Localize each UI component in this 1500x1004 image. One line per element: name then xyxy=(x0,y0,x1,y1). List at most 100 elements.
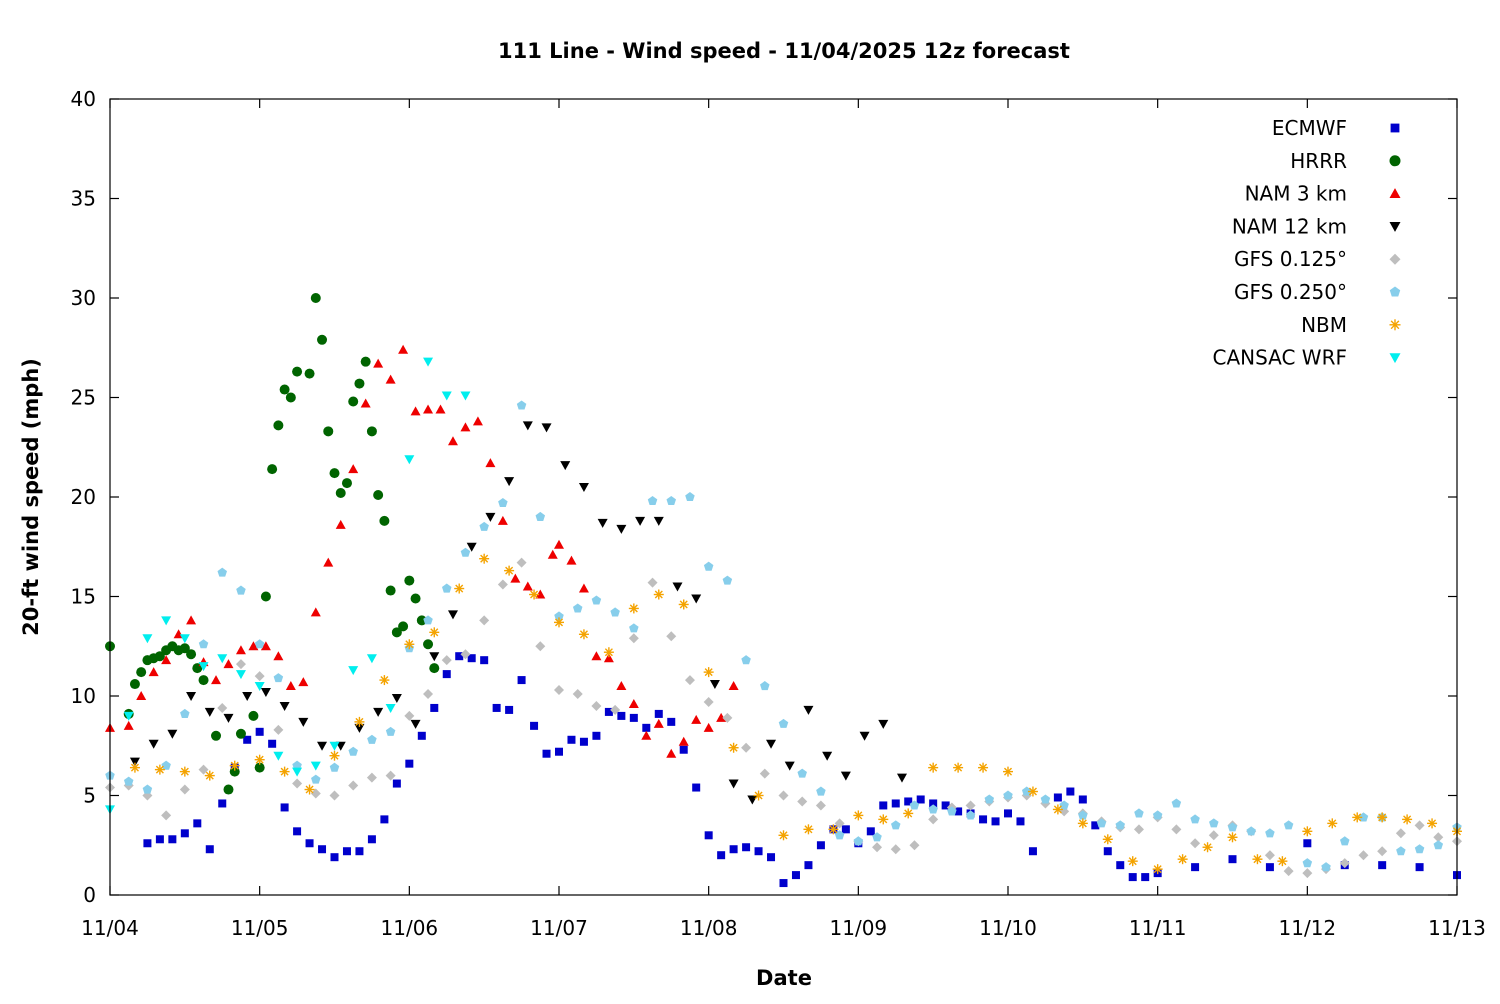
data-point xyxy=(653,589,664,600)
data-point xyxy=(211,675,222,685)
data-point xyxy=(859,731,870,741)
data-point xyxy=(410,406,421,416)
legend-label: GFS 0.250° xyxy=(1234,280,1347,304)
data-point xyxy=(1059,800,1069,810)
data-point xyxy=(666,495,677,506)
data-point xyxy=(535,589,546,599)
data-point xyxy=(235,645,246,655)
data-point xyxy=(223,659,234,669)
data-point xyxy=(148,739,159,749)
data-point xyxy=(642,723,651,732)
data-point xyxy=(404,639,415,650)
data-point xyxy=(890,844,901,855)
data-point xyxy=(479,521,489,531)
data-point xyxy=(555,747,563,756)
data-point xyxy=(1128,873,1137,882)
data-point xyxy=(572,689,583,700)
data-point xyxy=(298,677,309,687)
data-point xyxy=(1003,766,1013,777)
data-point xyxy=(691,594,702,604)
data-point xyxy=(815,800,826,811)
data-point xyxy=(728,779,739,789)
data-point xyxy=(142,634,153,644)
data-point xyxy=(779,879,788,888)
data-point xyxy=(380,815,389,824)
data-point xyxy=(530,721,539,730)
data-point xyxy=(279,766,290,777)
data-point xyxy=(692,783,701,792)
data-point xyxy=(123,776,134,786)
y-tick-label: 35 xyxy=(71,187,96,211)
data-point xyxy=(896,773,907,783)
data-point xyxy=(311,774,321,784)
data-point xyxy=(329,762,340,772)
data-point xyxy=(179,634,190,644)
data-point xyxy=(741,655,751,665)
data-point xyxy=(435,404,446,414)
data-point xyxy=(236,585,246,595)
data-point xyxy=(704,831,713,840)
data-point xyxy=(703,667,714,678)
data-point xyxy=(954,807,963,816)
legend-item: GFS 0.250° xyxy=(1234,280,1401,304)
data-point xyxy=(292,760,302,770)
data-point xyxy=(1202,842,1213,853)
data-point xyxy=(1133,824,1144,835)
legend-label: NAM 3 km xyxy=(1245,182,1347,206)
data-point xyxy=(329,468,340,479)
data-point xyxy=(479,553,490,564)
legend-marker xyxy=(1389,155,1401,167)
data-point xyxy=(722,712,733,723)
data-point xyxy=(767,853,776,862)
data-point xyxy=(797,796,808,807)
data-point xyxy=(148,667,159,677)
data-point xyxy=(872,832,882,842)
data-point xyxy=(591,700,602,711)
data-point xyxy=(398,344,409,354)
x-tick-label: 11/11 xyxy=(1129,916,1187,940)
data-point xyxy=(304,784,315,795)
data-point xyxy=(592,731,601,740)
data-point xyxy=(293,827,302,836)
data-point xyxy=(853,836,864,846)
data-point xyxy=(292,767,303,777)
data-point xyxy=(354,716,365,727)
data-point xyxy=(1352,812,1363,823)
data-point xyxy=(366,654,377,664)
data-point xyxy=(978,762,989,773)
data-point xyxy=(678,736,689,746)
data-point xyxy=(310,788,321,799)
legend-item: ECMWF xyxy=(1272,116,1400,140)
legend-label: ECMWF xyxy=(1272,116,1347,140)
data-point xyxy=(260,641,271,651)
data-point xyxy=(161,655,172,665)
data-point xyxy=(928,814,939,825)
series-nbm xyxy=(129,553,1462,875)
data-point xyxy=(391,693,402,703)
data-point xyxy=(417,731,426,740)
data-point xyxy=(741,742,752,753)
data-point xyxy=(355,847,364,856)
data-point xyxy=(186,692,197,701)
data-point xyxy=(136,691,147,700)
data-point xyxy=(429,652,440,662)
data-point xyxy=(505,705,514,714)
data-point xyxy=(578,483,589,493)
data-point xyxy=(1134,808,1144,818)
data-point xyxy=(1228,855,1237,864)
data-point xyxy=(703,696,714,707)
data-point xyxy=(279,384,290,395)
data-point xyxy=(447,436,458,446)
data-point xyxy=(729,845,738,854)
data-point xyxy=(1358,812,1369,822)
x-tick-label: 11/09 xyxy=(830,916,888,940)
data-point xyxy=(318,845,327,854)
data-point xyxy=(953,762,964,773)
data-point xyxy=(335,519,346,529)
data-point xyxy=(617,711,626,720)
data-point xyxy=(890,820,901,830)
data-point xyxy=(186,615,197,625)
data-point xyxy=(460,649,471,660)
data-point xyxy=(447,610,458,620)
